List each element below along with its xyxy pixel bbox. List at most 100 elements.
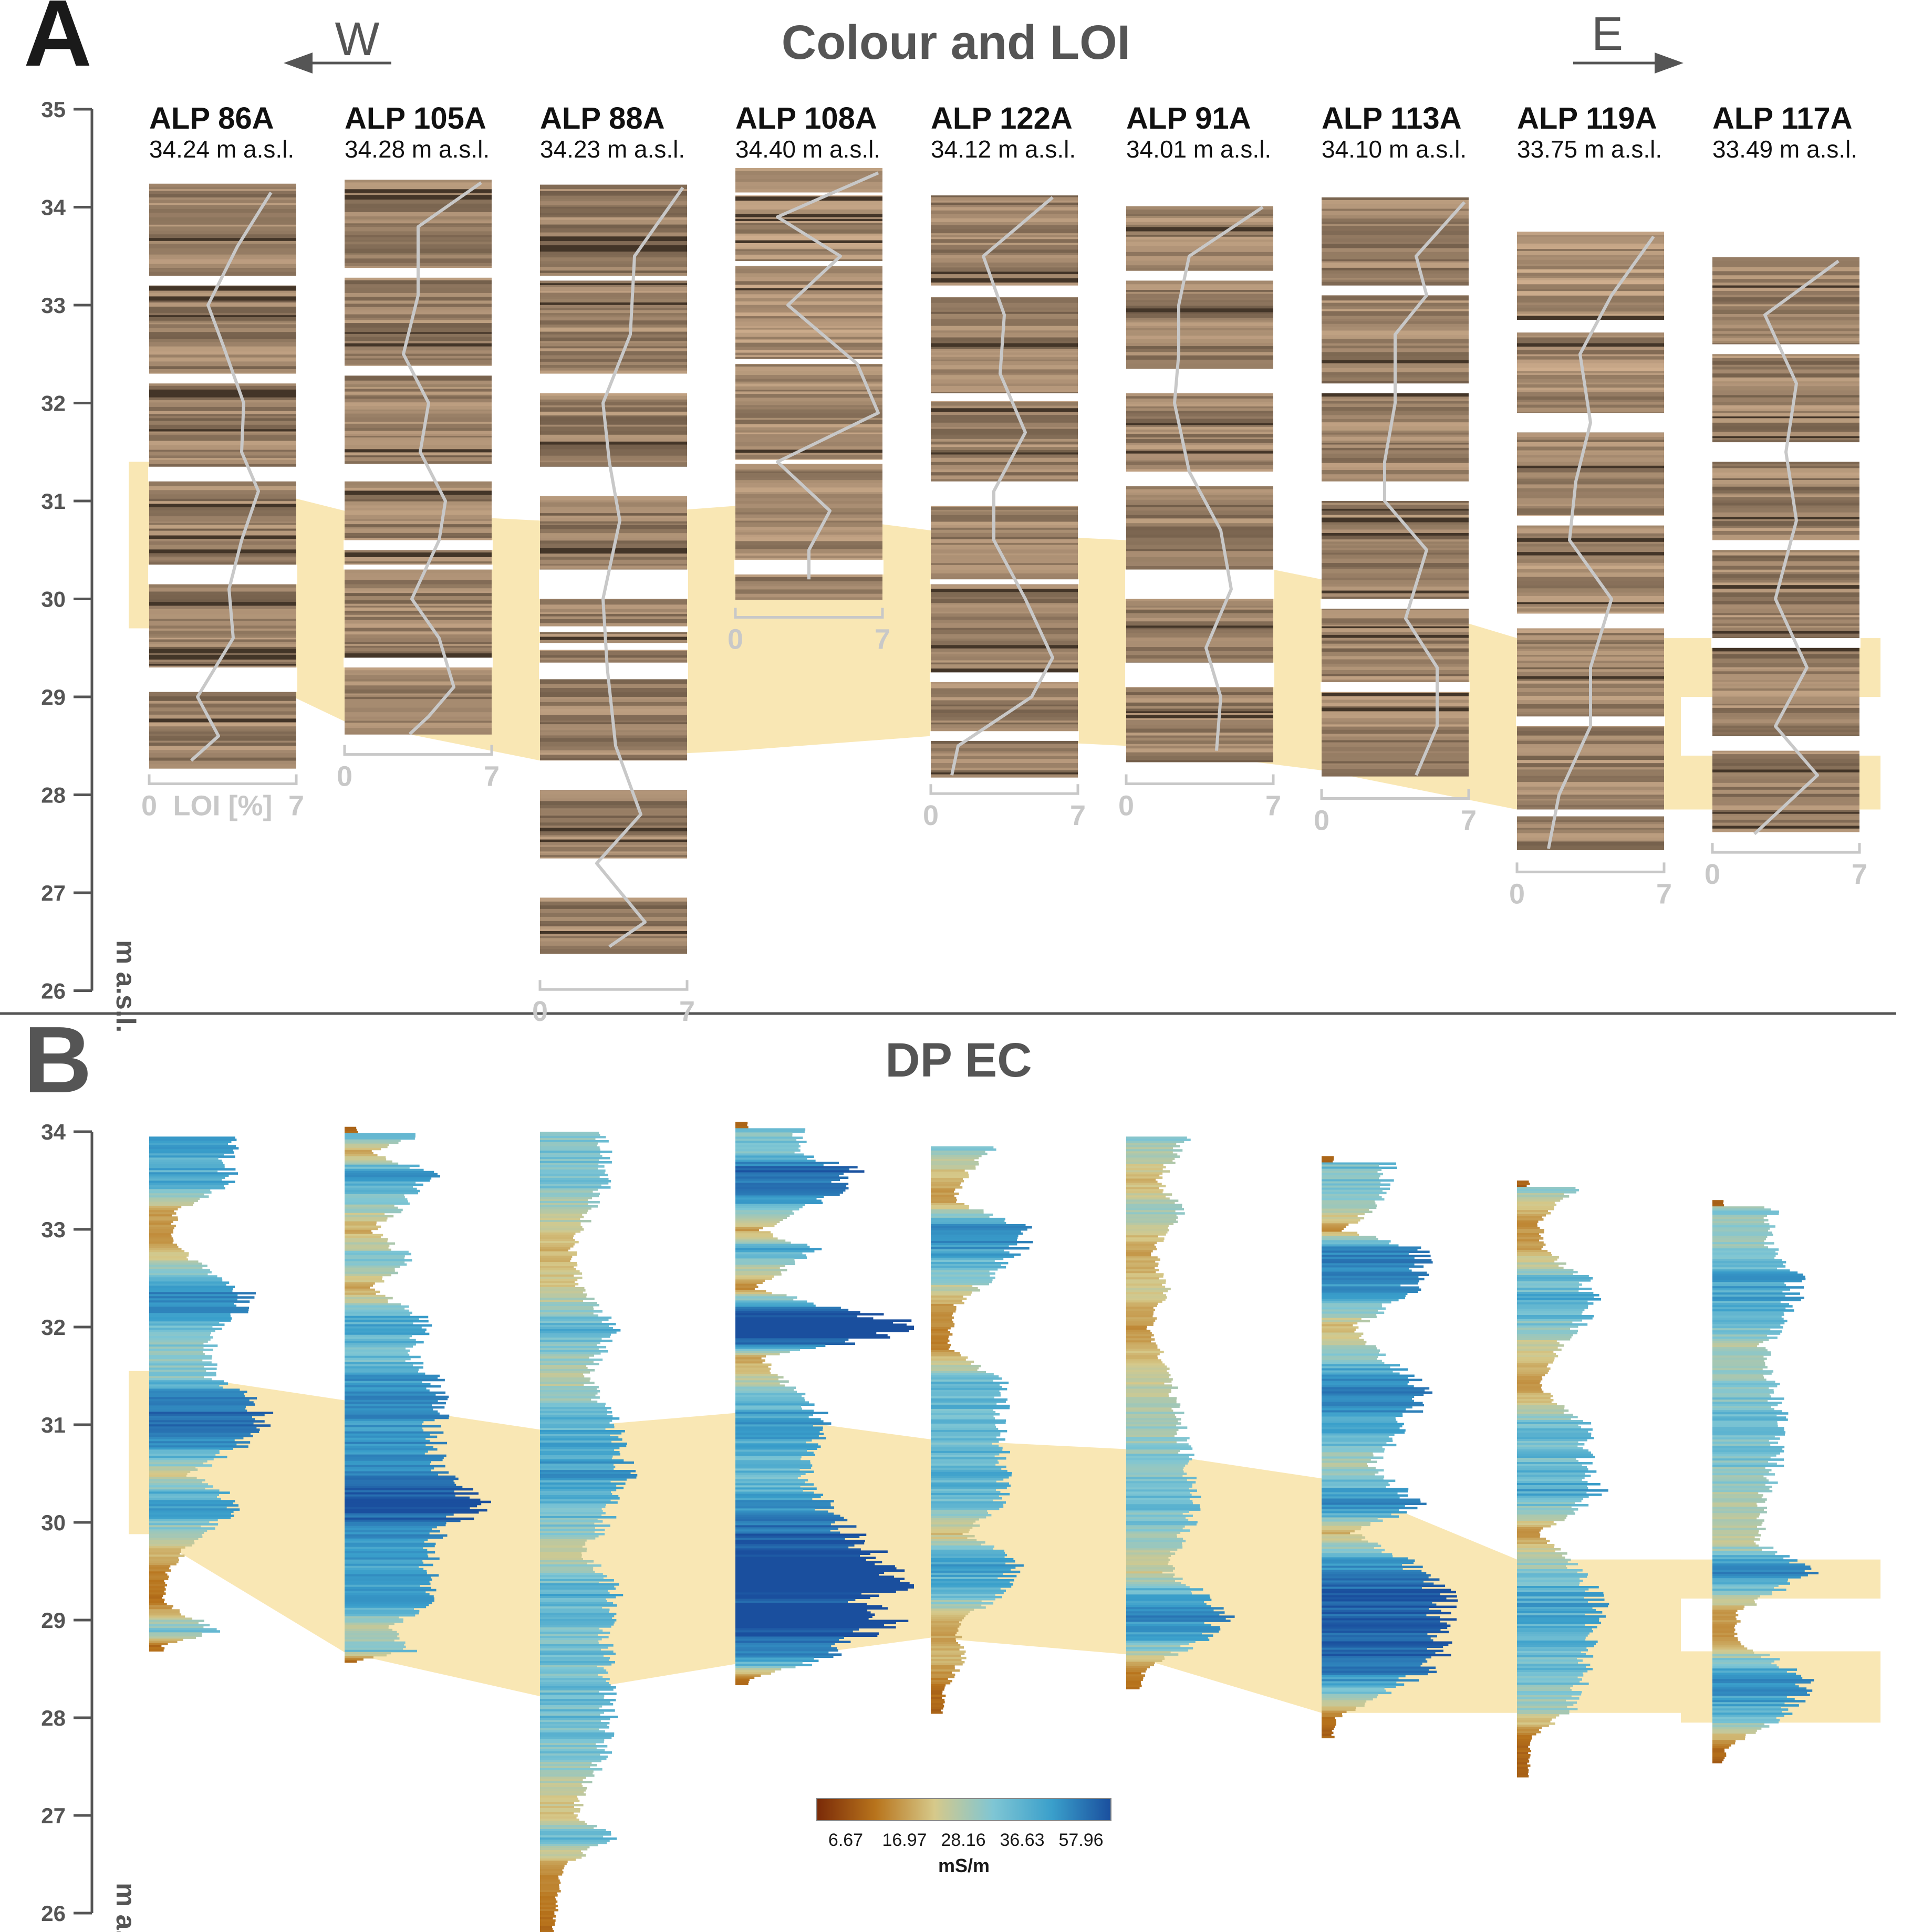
ec-bar bbox=[540, 1701, 610, 1704]
ec-bar bbox=[540, 1270, 580, 1273]
ec-bar bbox=[540, 1823, 587, 1825]
ec-bar bbox=[345, 1628, 393, 1632]
ec-bar bbox=[540, 1856, 582, 1859]
ec-bar bbox=[1126, 1149, 1183, 1152]
ec-bar bbox=[149, 1260, 199, 1263]
ec-bar bbox=[735, 1668, 782, 1670]
ec-bar bbox=[1126, 1382, 1165, 1385]
sediment-layer bbox=[345, 588, 492, 592]
sediment-layer bbox=[540, 441, 687, 445]
y-tick-label: 34 bbox=[41, 195, 66, 220]
ec-bar bbox=[931, 1188, 955, 1191]
ec-bar bbox=[1126, 1599, 1212, 1601]
sediment-layer bbox=[345, 681, 492, 686]
ec-bar bbox=[1517, 1363, 1549, 1366]
ec-bar bbox=[1322, 1246, 1421, 1249]
sediment-layer bbox=[931, 518, 1078, 523]
sediment-layer bbox=[1126, 633, 1273, 638]
sediment-layer bbox=[1126, 408, 1273, 411]
ec-bar bbox=[1126, 1447, 1193, 1450]
ec-bar bbox=[1322, 1213, 1365, 1216]
ec-bar bbox=[1126, 1233, 1166, 1236]
ec-bar bbox=[735, 1296, 797, 1299]
ec-bar bbox=[931, 1408, 994, 1412]
ec-bar bbox=[1322, 1675, 1406, 1678]
ec-bar bbox=[1712, 1553, 1775, 1555]
ec-bar bbox=[735, 1271, 781, 1273]
ec-bar bbox=[1517, 1563, 1578, 1565]
ec-bar bbox=[149, 1626, 204, 1628]
ec-bar bbox=[735, 1571, 885, 1574]
ec-bar bbox=[149, 1220, 173, 1223]
ec-bar bbox=[1126, 1641, 1196, 1643]
sediment-layer bbox=[931, 648, 1078, 652]
ec-bar bbox=[149, 1632, 202, 1635]
sediment-layer bbox=[1322, 300, 1469, 304]
sediment-layer bbox=[1712, 271, 1859, 276]
ec-bar bbox=[931, 1465, 1006, 1468]
ec-bar bbox=[149, 1153, 224, 1156]
sediment-layer bbox=[540, 924, 687, 927]
ec-bar bbox=[1712, 1267, 1778, 1270]
ec-bar bbox=[1517, 1302, 1594, 1305]
ec-bar bbox=[931, 1396, 994, 1399]
ec-bar bbox=[1126, 1136, 1187, 1139]
ec-bar bbox=[540, 1846, 590, 1849]
ec-bar bbox=[1712, 1664, 1777, 1667]
ec-bar bbox=[1517, 1267, 1564, 1269]
sediment-layer bbox=[735, 266, 882, 269]
ec-bar bbox=[149, 1283, 226, 1286]
ec-bar bbox=[1517, 1244, 1546, 1246]
ec-bar bbox=[1712, 1633, 1738, 1635]
ec-bar bbox=[540, 1928, 553, 1930]
ec-bar bbox=[1322, 1534, 1363, 1537]
ec-bar bbox=[931, 1203, 965, 1206]
sediment-layer bbox=[149, 424, 296, 430]
ec-bar bbox=[1517, 1582, 1580, 1584]
sediment-layer bbox=[149, 642, 296, 645]
ec-bar bbox=[735, 1349, 801, 1351]
ec-bar bbox=[1517, 1569, 1583, 1572]
ec-bar bbox=[735, 1353, 780, 1355]
ec-bar bbox=[1517, 1275, 1589, 1278]
sediment-layer bbox=[540, 257, 687, 262]
ec-bar bbox=[1517, 1517, 1566, 1519]
sediment-layer bbox=[149, 587, 296, 592]
ec-bar bbox=[1712, 1326, 1783, 1329]
ec-bar bbox=[1322, 1578, 1440, 1581]
sediment-layer bbox=[1126, 268, 1273, 271]
ec-bar bbox=[1126, 1372, 1169, 1374]
ec-bar bbox=[540, 1151, 612, 1153]
ec-bar bbox=[1322, 1731, 1334, 1735]
ec-bar bbox=[540, 1900, 558, 1903]
sediment-layer bbox=[1126, 607, 1273, 610]
ec-bar bbox=[735, 1172, 844, 1175]
sediment-layer bbox=[931, 589, 1078, 592]
sediment-layer bbox=[735, 589, 882, 594]
ec-bar bbox=[540, 1655, 604, 1657]
ec-bar bbox=[1517, 1739, 1531, 1742]
sediment-layer bbox=[1517, 598, 1664, 603]
sediment-layer bbox=[1517, 508, 1664, 513]
ec-bar bbox=[540, 1146, 600, 1149]
sediment-layer bbox=[1322, 222, 1469, 225]
loi-scale-max: 7 bbox=[1265, 790, 1281, 822]
sediment-layer bbox=[1517, 822, 1664, 824]
ec-bar bbox=[735, 1332, 877, 1334]
sediment-layer bbox=[1712, 711, 1859, 714]
ec-bar bbox=[1712, 1423, 1778, 1425]
ec-bar bbox=[540, 1550, 587, 1552]
sediment-layer bbox=[1712, 719, 1859, 724]
ec-bar bbox=[1712, 1378, 1766, 1381]
ec-bar bbox=[735, 1674, 761, 1677]
ec-bar bbox=[1126, 1286, 1166, 1288]
ec-bar bbox=[149, 1554, 185, 1557]
sediment-layer bbox=[345, 518, 492, 521]
sediment-layer bbox=[1517, 402, 1664, 405]
loi-scale-max: 7 bbox=[484, 761, 500, 792]
ec-bar bbox=[1517, 1323, 1588, 1326]
sediment-layer bbox=[735, 405, 882, 408]
ec-bar bbox=[931, 1682, 951, 1685]
ec-bar bbox=[931, 1467, 1002, 1470]
sediment-layer bbox=[149, 555, 296, 558]
